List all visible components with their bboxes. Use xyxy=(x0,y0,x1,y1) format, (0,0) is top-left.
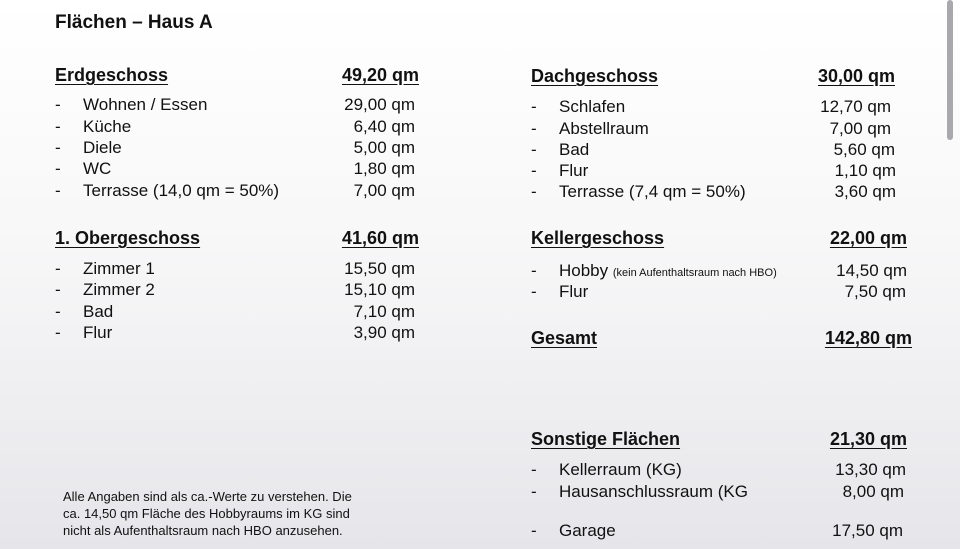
list-item-name: Flur xyxy=(83,322,112,343)
item-label: Schlafen xyxy=(559,96,626,116)
gesamt-heading: Gesamt xyxy=(531,328,598,348)
list-item-name: WC xyxy=(83,158,111,179)
list-item-value: 6,40 qm xyxy=(353,116,415,136)
list-item-name: Flur xyxy=(559,281,588,302)
item-label: Flur xyxy=(83,322,113,342)
list-bullet: - xyxy=(55,279,61,299)
item-label: Küche xyxy=(83,116,132,136)
list-item-name: Hobby (kein Aufenthaltsraum nach HBO) xyxy=(559,260,777,281)
list-item-value: 17,50 qm xyxy=(832,520,903,540)
list-item-name: Terrasse (14,0 qm = 50%) xyxy=(83,180,279,201)
list-item-name: Terrasse (7,4 qm = 50%) xyxy=(559,181,746,202)
list-item-value: 8,00 qm xyxy=(842,481,904,501)
list-bullet: - xyxy=(55,322,61,342)
list-item-name: Zimmer 1 xyxy=(83,258,155,279)
list-bullet: - xyxy=(531,459,537,479)
list-item-name: Schlafen xyxy=(559,96,625,117)
list-item-name: Flur xyxy=(559,160,588,181)
obergeschoss-heading: 1. Obergeschoss xyxy=(55,228,201,248)
dachgeschoss-heading: Dachgeschoss xyxy=(531,66,659,86)
item-label: Zimmer 2 xyxy=(83,279,155,299)
list-bullet: - xyxy=(55,137,61,157)
list-item-value: 29,00 qm xyxy=(344,94,415,114)
list-bullet: - xyxy=(531,520,537,540)
list-item-value: 14,50 qm xyxy=(836,260,907,280)
list-bullet: - xyxy=(55,94,61,114)
list-item-value: 1,10 qm xyxy=(834,160,896,180)
dachgeschoss-total: 30,00 qm xyxy=(817,66,895,86)
list-item-value: 12,70 qm xyxy=(820,96,891,116)
item-label: Bad xyxy=(83,301,114,321)
gesamt-total: 142,80 qm xyxy=(824,328,912,348)
list-item-value: 15,10 qm xyxy=(344,279,415,299)
list-bullet: - xyxy=(531,181,537,201)
item-label: Zimmer 1 xyxy=(83,258,155,278)
list-item-value: 7,00 qm xyxy=(829,118,891,138)
list-item-value: 3,90 qm xyxy=(353,322,415,342)
sonstige-heading: Sonstige Flächen xyxy=(531,429,681,449)
list-item-value: 7,10 qm xyxy=(353,301,415,321)
list-item-name: Bad xyxy=(83,301,113,322)
list-item-name: Küche xyxy=(83,116,131,137)
list-bullet: - xyxy=(55,158,61,178)
erdgeschoss-heading: Erdgeschoss xyxy=(55,65,169,85)
list-bullet: - xyxy=(55,116,61,136)
item-label: Hausanschlussraum (KG xyxy=(559,481,748,501)
list-bullet: - xyxy=(531,118,537,138)
list-bullet: - xyxy=(531,139,537,159)
disclaimer-note: Alle Angaben sind als ca.-Werte zu verst… xyxy=(63,488,352,539)
list-item-name: Kellerraum (KG) xyxy=(559,459,682,480)
kellergeschoss-total: 22,00 qm xyxy=(829,228,907,248)
note-line: nicht als Aufenthaltsraum nach HBO anzus… xyxy=(63,523,343,538)
list-item-name: Bad xyxy=(559,139,589,160)
list-bullet: - xyxy=(531,281,537,301)
list-bullet: - xyxy=(55,180,61,200)
list-item-value: 7,00 qm xyxy=(353,180,415,200)
list-item-name: Diele xyxy=(83,137,122,158)
list-item-name: Wohnen / Essen xyxy=(83,94,207,115)
item-label: Abstellraum xyxy=(559,118,649,138)
erdgeschoss-total: 49,20 qm xyxy=(341,65,419,85)
list-bullet: - xyxy=(531,260,537,280)
item-label: Bad xyxy=(559,139,590,159)
list-item-value: 3,60 qm xyxy=(834,181,896,201)
list-bullet: - xyxy=(55,301,61,321)
item-label: Diele xyxy=(83,137,122,157)
list-bullet: - xyxy=(531,96,537,116)
kellergeschoss-heading: Kellergeschoss xyxy=(531,228,665,248)
item-label: Wohnen / Essen xyxy=(83,94,208,114)
item-label: Kellerraum (KG) xyxy=(559,459,682,479)
list-item-name: Zimmer 2 xyxy=(83,279,155,300)
item-label: Garage xyxy=(559,520,616,540)
item-label: Hobby xyxy=(559,260,609,280)
list-item-value: 5,00 qm xyxy=(353,137,415,157)
item-remark: (kein Aufenthaltsraum nach HBO) xyxy=(612,266,777,279)
list-bullet: - xyxy=(531,481,537,501)
item-label: Terrasse (7,4 qm = 50%) xyxy=(559,181,746,201)
item-label: Flur xyxy=(559,160,589,180)
sonstige-total: 21,30 qm xyxy=(829,429,907,449)
item-label: Terrasse (14,0 qm = 50%) xyxy=(83,180,280,200)
list-item-value: 13,30 qm xyxy=(835,459,906,479)
list-item-value: 1,80 qm xyxy=(353,158,415,178)
list-item-name: Abstellraum xyxy=(559,118,649,139)
list-item-name: Hausanschlussraum (KG xyxy=(559,481,748,502)
obergeschoss-total: 41,60 qm xyxy=(341,228,419,248)
list-bullet: - xyxy=(55,258,61,278)
list-item-name: Garage xyxy=(559,520,616,541)
note-line: Alle Angaben sind als ca.-Werte zu verst… xyxy=(63,489,352,504)
list-item-value: 7,50 qm xyxy=(844,281,906,301)
page-title: Flächen – Haus A xyxy=(55,12,213,33)
note-line: ca. 14,50 qm Fläche des Hobbyraums im KG… xyxy=(63,506,350,521)
item-label: WC xyxy=(83,158,112,178)
list-item-value: 15,50 qm xyxy=(344,258,415,278)
list-item-value: 5,60 qm xyxy=(833,139,895,159)
scrollbar-thumb[interactable] xyxy=(947,0,953,140)
item-label: Flur xyxy=(559,281,589,301)
list-bullet: - xyxy=(531,160,537,180)
